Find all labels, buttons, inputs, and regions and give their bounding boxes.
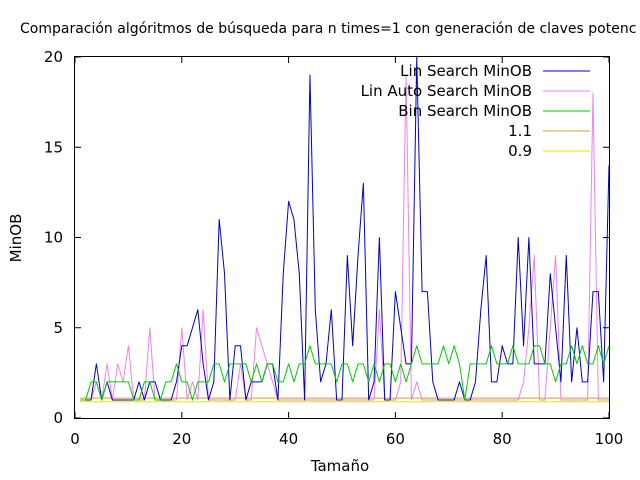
y-tick-label: 15 — [44, 138, 63, 156]
axis-ticks: 0 20 40 60 80 100 0 5 10 15 20 — [44, 48, 623, 448]
x-tick-label: 40 — [279, 430, 298, 448]
x-tick-label: 100 — [595, 430, 624, 448]
legend-label-1: Lin Auto Search MinOB — [361, 82, 532, 100]
x-axis-title: Tamaño — [310, 457, 369, 475]
legend-label-4: 0.9 — [508, 142, 532, 160]
y-tick-label: 10 — [44, 229, 63, 247]
series-line-2 — [80, 345, 610, 401]
chart-title: Comparación algóritmos de búsqueda para … — [20, 21, 636, 37]
plot-lines — [80, 56, 610, 403]
y-tick-label: 5 — [53, 319, 63, 337]
series-line-0 — [80, 56, 610, 401]
x-tick-label: 80 — [493, 430, 512, 448]
x-tick-label: 60 — [386, 430, 405, 448]
legend: Lin Search MinOB Lin Auto Search MinOB Bin… — [361, 62, 590, 160]
legend-label-0: Lin Search MinOB — [400, 62, 532, 80]
x-tick-label: 0 — [70, 430, 80, 448]
y-tick-label: 20 — [44, 48, 63, 66]
plot-frame — [74, 56, 610, 419]
y-tick-label: 0 — [53, 409, 63, 427]
x-tick-label: 20 — [172, 430, 191, 448]
y-axis-title: MinOB — [7, 214, 25, 263]
legend-label-2: Bin Search MinOB — [398, 102, 532, 120]
legend-label-3: 1.1 — [508, 122, 532, 140]
